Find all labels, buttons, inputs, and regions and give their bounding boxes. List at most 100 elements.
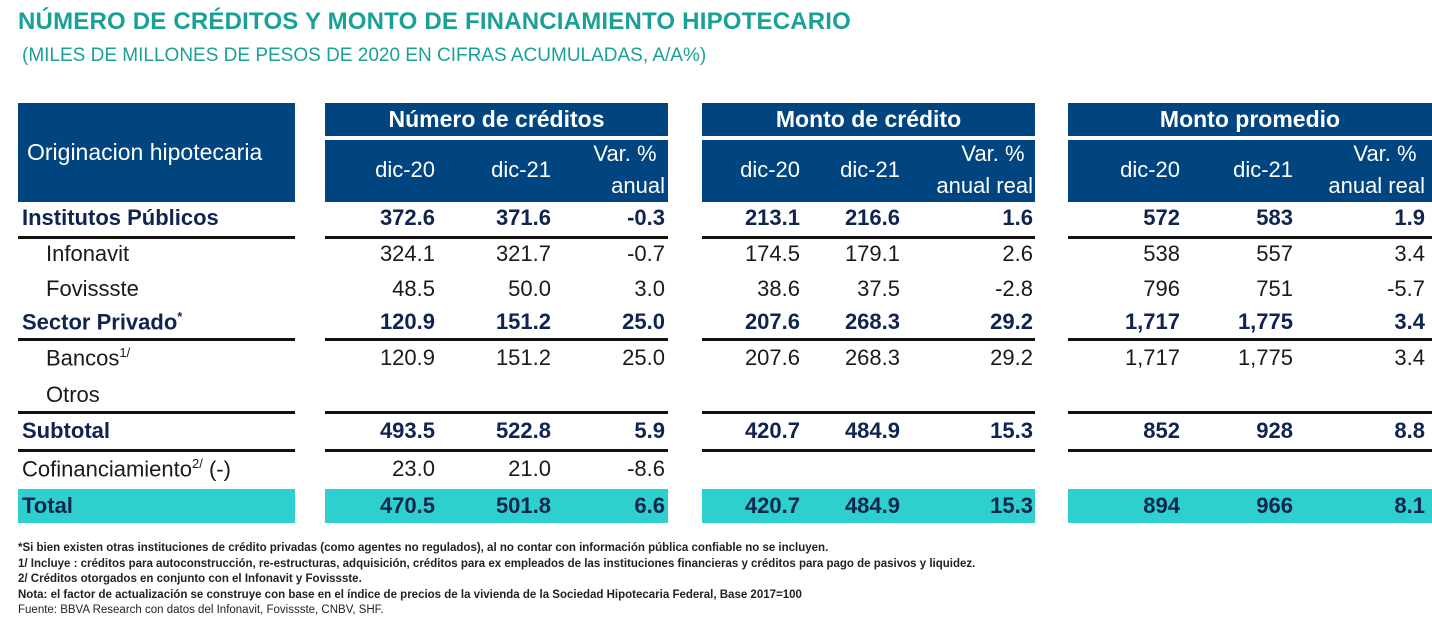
table-cell: 37.5 xyxy=(857,276,900,301)
table-cell: 268.3 xyxy=(844,345,900,370)
group-header-2: Monto promedio xyxy=(1068,103,1432,136)
row-label: Sector Privado* xyxy=(22,309,183,335)
table-cell: 216.6 xyxy=(844,205,900,230)
table-cell: 25.0 xyxy=(622,309,665,334)
page-title: NÚMERO DE CRÉDITOS Y MONTO DE FINANCIAMI… xyxy=(18,8,852,35)
col-header-var-sub: anual real xyxy=(936,173,1033,198)
table-cell: 151.2 xyxy=(495,345,551,370)
table-cell: 493.5 xyxy=(379,418,435,443)
row-divider xyxy=(325,449,668,452)
table-cell: 29.2 xyxy=(990,345,1033,370)
row-divider xyxy=(1068,411,1432,414)
row-label: Infonavit xyxy=(46,241,130,266)
table-cell: 179.1 xyxy=(844,241,900,266)
table-cell: 572 xyxy=(1143,205,1180,230)
table-cell: 484.9 xyxy=(844,418,900,443)
row-divider xyxy=(702,449,1035,452)
table-cell: 5.9 xyxy=(634,418,665,443)
table-cell: 6.6 xyxy=(634,493,665,518)
col-header-dic-20: dic-20 xyxy=(375,157,435,182)
row-divider xyxy=(702,411,1035,414)
table-cell: 1,717 xyxy=(1124,309,1180,334)
table-cell: 470.5 xyxy=(379,493,435,518)
table-cell: 420.7 xyxy=(744,418,800,443)
table-cell: 3.0 xyxy=(634,276,665,301)
table-cell: 522.8 xyxy=(495,418,551,443)
col-header-var: Var. % xyxy=(593,141,657,166)
row-divider xyxy=(325,338,668,341)
table-cell: 1,775 xyxy=(1237,309,1293,334)
footnote-marker: 2/ xyxy=(191,456,203,471)
table-cell: 3.4 xyxy=(1394,309,1425,334)
table-cell: 751 xyxy=(1256,276,1293,301)
table-cell: 894 xyxy=(1143,493,1180,518)
table-cell: 29.2 xyxy=(990,309,1033,334)
row-divider xyxy=(18,411,295,414)
footnote-4: Fuente: BBVA Research con datos del Info… xyxy=(18,604,384,616)
row-label: Institutos Públicos xyxy=(22,205,219,230)
row-label: Subtotal xyxy=(22,418,110,443)
table-cell: 213.1 xyxy=(744,205,800,230)
col-header-var-sub: anual xyxy=(611,173,665,198)
page-subtitle: (MILES DE MILLONES DE PESOS DE 2020 EN C… xyxy=(22,45,707,66)
table-cell: 48.5 xyxy=(392,276,435,301)
table-cell: 207.6 xyxy=(744,345,800,370)
group-header-1: Monto de crédito xyxy=(702,103,1035,136)
table-cell: 321.7 xyxy=(495,241,551,266)
table-cell: 484.9 xyxy=(844,493,900,518)
table-cell: -2.8 xyxy=(995,276,1033,301)
footnote-2: 2/ Créditos otorgados en conjunto con el… xyxy=(18,573,362,585)
table-cell: 928 xyxy=(1256,418,1293,443)
table-cell: 268.3 xyxy=(844,309,900,334)
col-header-dic-21: dic-21 xyxy=(1233,157,1293,182)
row-label: Total xyxy=(22,493,73,518)
table-cell: 372.6 xyxy=(379,205,435,230)
row-divider xyxy=(702,236,1035,239)
table-cell: 966 xyxy=(1256,493,1293,518)
row-divider xyxy=(702,338,1035,341)
table-cell: 501.8 xyxy=(495,493,551,518)
col-header-dic-20: dic-20 xyxy=(1120,157,1180,182)
row-divider xyxy=(1068,449,1432,452)
footnote-1: 1/ Incluye : créditos para autoconstrucc… xyxy=(18,557,976,570)
footnote-3: Nota: el factor de actualización se cons… xyxy=(18,588,802,601)
table-cell: 3.4 xyxy=(1394,345,1425,370)
total-band xyxy=(702,489,1035,523)
table-cell: 151.2 xyxy=(495,309,551,334)
table-cell: 23.0 xyxy=(392,456,435,481)
table-cell: 583 xyxy=(1256,205,1293,230)
subheader-0: dic-20 dic-21 Var. % anual xyxy=(325,140,668,202)
row-divider xyxy=(325,411,668,414)
col-header-dic-21: dic-21 xyxy=(840,157,900,182)
row-label: Cofinanciamiento2/ (-) xyxy=(22,456,231,482)
table-cell: 120.9 xyxy=(379,309,435,334)
col-header-var-sub: anual real xyxy=(1328,173,1425,198)
footnotes: *Si bien existen otras instituciones de … xyxy=(18,541,975,619)
table-cell: 38.6 xyxy=(757,276,800,301)
table-cell: 2.6 xyxy=(1002,241,1033,266)
table-cell: 25.0 xyxy=(622,345,665,370)
col-header-dic-20: dic-20 xyxy=(740,157,800,182)
table-cell: 1.6 xyxy=(1002,205,1033,230)
table-cell: 371.6 xyxy=(495,205,551,230)
row-divider xyxy=(18,338,295,341)
table-cell: 15.3 xyxy=(990,493,1033,518)
table-cell: 852 xyxy=(1143,418,1180,443)
footnote-marker: 1/ xyxy=(119,345,131,360)
row-label-header-text: Originacion hipotecaria xyxy=(27,139,263,165)
row-divider xyxy=(18,449,295,452)
row-divider xyxy=(325,236,668,239)
total-band xyxy=(18,489,295,523)
footnote-0: *Si bien existen otras instituciones de … xyxy=(18,542,829,554)
col-header-var: Var. % xyxy=(1353,141,1417,166)
footnote-marker: * xyxy=(177,309,183,324)
table-cell: 3.4 xyxy=(1394,241,1425,266)
table-cell: 207.6 xyxy=(744,309,800,334)
row-label: Bancos1/ xyxy=(46,345,131,371)
table-cell: 8.1 xyxy=(1394,493,1425,518)
table-cell: 174.5 xyxy=(744,241,800,266)
table-cell: 557 xyxy=(1256,241,1293,266)
table-cell: -8.6 xyxy=(627,456,665,481)
table-cell: 50.0 xyxy=(508,276,551,301)
table-cell: -0.3 xyxy=(627,205,665,230)
